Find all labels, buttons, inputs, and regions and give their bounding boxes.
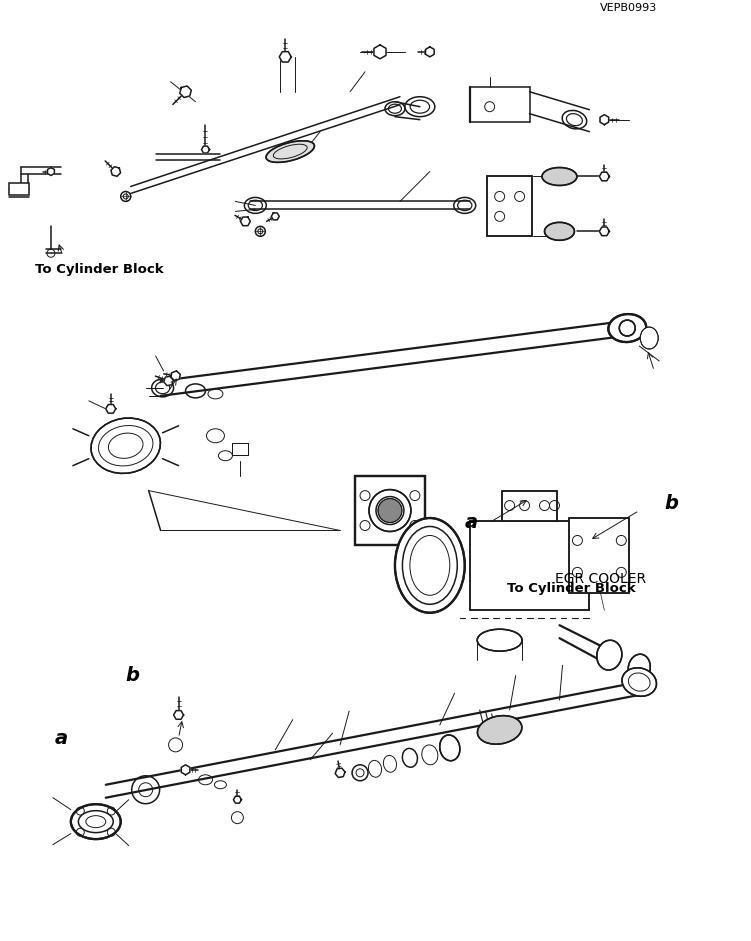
Bar [469,520,590,611]
Text: EGR COOLER: EGR COOLER [555,572,647,586]
Text: a: a [465,513,478,533]
Polygon shape [374,45,386,59]
Polygon shape [335,768,345,777]
Ellipse shape [71,805,121,839]
Polygon shape [173,710,183,719]
Text: To Cylinder Block: To Cylinder Block [506,582,635,595]
Ellipse shape [608,314,646,343]
Polygon shape [279,52,291,62]
Bar [355,475,425,546]
Polygon shape [47,167,54,176]
Polygon shape [599,227,609,235]
Bar [502,490,557,520]
Polygon shape [426,47,434,56]
Polygon shape [106,405,116,413]
Text: VEPB0993: VEPB0993 [600,3,657,13]
Ellipse shape [544,222,575,240]
Ellipse shape [395,518,465,613]
Ellipse shape [622,668,656,696]
Ellipse shape [597,640,622,670]
Ellipse shape [266,141,315,163]
Bar [355,475,425,546]
Ellipse shape [477,630,522,651]
Polygon shape [234,796,241,804]
Ellipse shape [628,654,650,682]
Text: To Cylinder Block: To Cylinder Block [35,263,164,276]
Bar [569,518,629,593]
Polygon shape [111,167,121,176]
Polygon shape [600,115,608,124]
Bar [232,442,249,455]
Polygon shape [240,217,250,226]
Polygon shape [179,86,192,98]
Bar [502,490,557,520]
Bar [9,183,29,196]
Bar [232,442,249,455]
Ellipse shape [369,489,411,532]
Ellipse shape [440,735,460,760]
Polygon shape [201,146,210,153]
Ellipse shape [91,418,161,473]
Polygon shape [599,172,609,181]
Ellipse shape [478,715,522,744]
Bar [487,177,532,236]
Circle shape [378,499,402,522]
Bar [469,520,590,611]
Text: b: b [665,494,678,514]
Polygon shape [164,376,173,386]
Polygon shape [171,371,180,381]
Bar [487,177,532,236]
Text: a: a [54,729,68,748]
Bar [569,518,629,593]
Polygon shape [181,765,190,774]
Ellipse shape [542,167,577,185]
Circle shape [620,320,635,336]
Polygon shape [271,213,279,220]
Ellipse shape [641,327,658,349]
Text: b: b [125,666,139,685]
